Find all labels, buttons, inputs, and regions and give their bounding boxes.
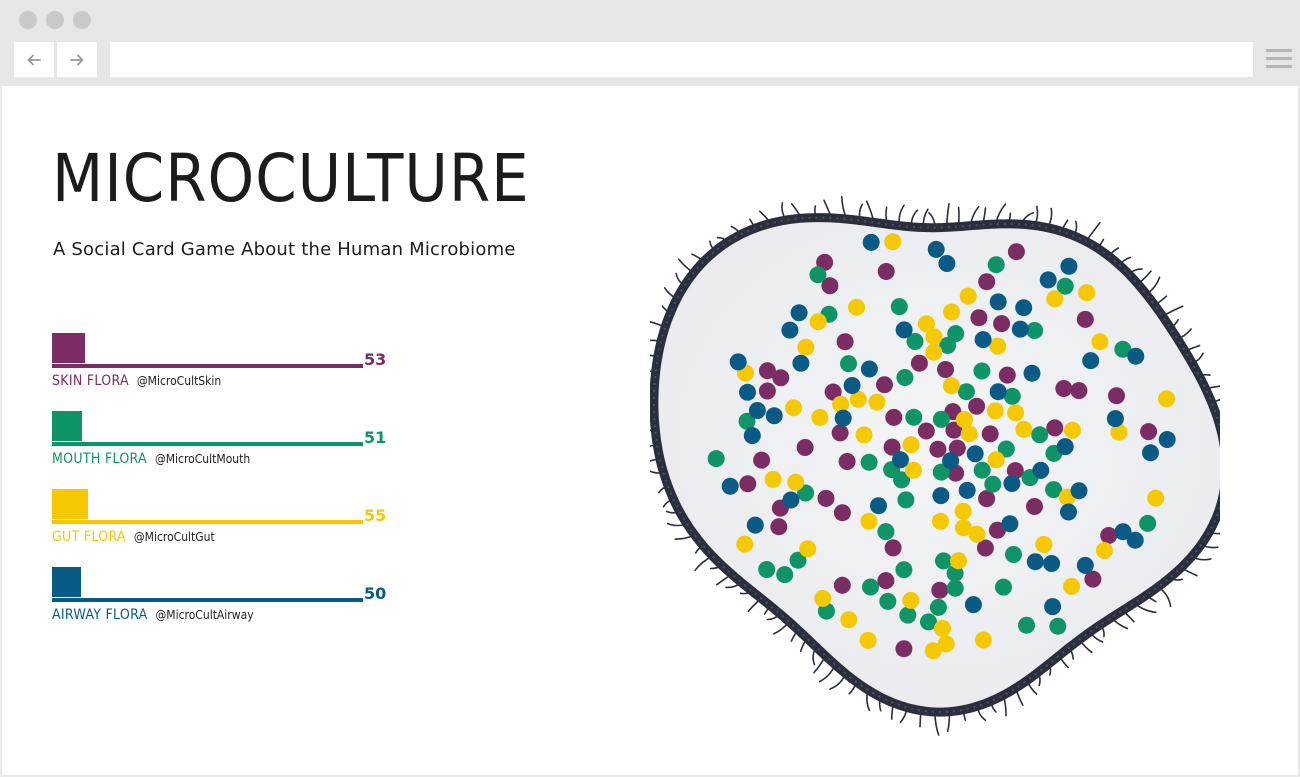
cell-membrane-texture	[652, 216, 1228, 714]
team-airway: 50 AIRWAY FLORA @MicroCultAirway	[52, 567, 392, 637]
team-name: MOUTH FLORA @MicroCultMouth	[52, 451, 250, 467]
team-twitter-handle[interactable]: @MicroCultSkin	[136, 374, 222, 388]
microbe-cell	[632, 130, 1243, 750]
hamburger-menu-icon[interactable]	[1266, 49, 1292, 69]
team-score-bar	[52, 364, 363, 368]
team-color-swatch	[52, 567, 81, 597]
page-subtitle: A Social Card Game About the Human Micro…	[53, 239, 516, 260]
page-title: MICROCULTURE	[52, 140, 530, 217]
team-score: 51	[364, 428, 387, 447]
team-score-bar	[52, 442, 363, 446]
team-color-swatch	[52, 489, 88, 519]
window-close-dot[interactable]	[19, 11, 37, 29]
address-bar[interactable]	[110, 42, 1253, 77]
team-twitter-handle[interactable]: @MicroCultMouth	[154, 452, 251, 466]
team-name-label: MOUTH FLORA	[52, 451, 147, 467]
team-score: 50	[364, 584, 387, 603]
team-score-bar	[52, 520, 363, 524]
team-name: AIRWAY FLORA @MicroCultAirway	[52, 607, 254, 623]
team-twitter-handle[interactable]: @MicroCultGut	[133, 530, 215, 544]
window-minimize-dot[interactable]	[46, 11, 64, 29]
browser-chrome	[0, 0, 1300, 86]
microbe-dots	[707, 233, 1176, 660]
forward-button[interactable]	[57, 42, 97, 77]
team-twitter-handle[interactable]: @MicroCultAirway	[155, 608, 254, 622]
team-skin: 53 SKIN FLORA @MicroCultSkin	[52, 333, 392, 403]
team-score: 53	[364, 350, 387, 369]
back-button[interactable]	[14, 42, 54, 77]
team-name-label: GUT FLORA	[52, 529, 126, 545]
team-score-bar	[52, 598, 363, 602]
page-content: MICROCULTURE A Social Card Game About th…	[2, 86, 1298, 775]
team-color-swatch	[52, 333, 85, 363]
microbe-cell-graphic	[632, 196, 1243, 736]
window-maximize-dot[interactable]	[73, 11, 91, 29]
team-name: GUT FLORA @MicroCultGut	[52, 529, 215, 545]
arrow-right-icon	[70, 54, 84, 65]
team-score: 55	[364, 506, 387, 525]
team-mouth: 51 MOUTH FLORA @MicroCultMouth	[52, 411, 392, 481]
team-gut: 55 GUT FLORA @MicroCultGut	[52, 489, 392, 559]
team-color-swatch	[52, 411, 82, 441]
team-name-label: AIRWAY FLORA	[52, 607, 148, 623]
team-name-label: SKIN FLORA	[52, 373, 129, 389]
arrow-left-icon	[27, 54, 41, 65]
team-name: SKIN FLORA @MicroCultSkin	[52, 373, 221, 389]
